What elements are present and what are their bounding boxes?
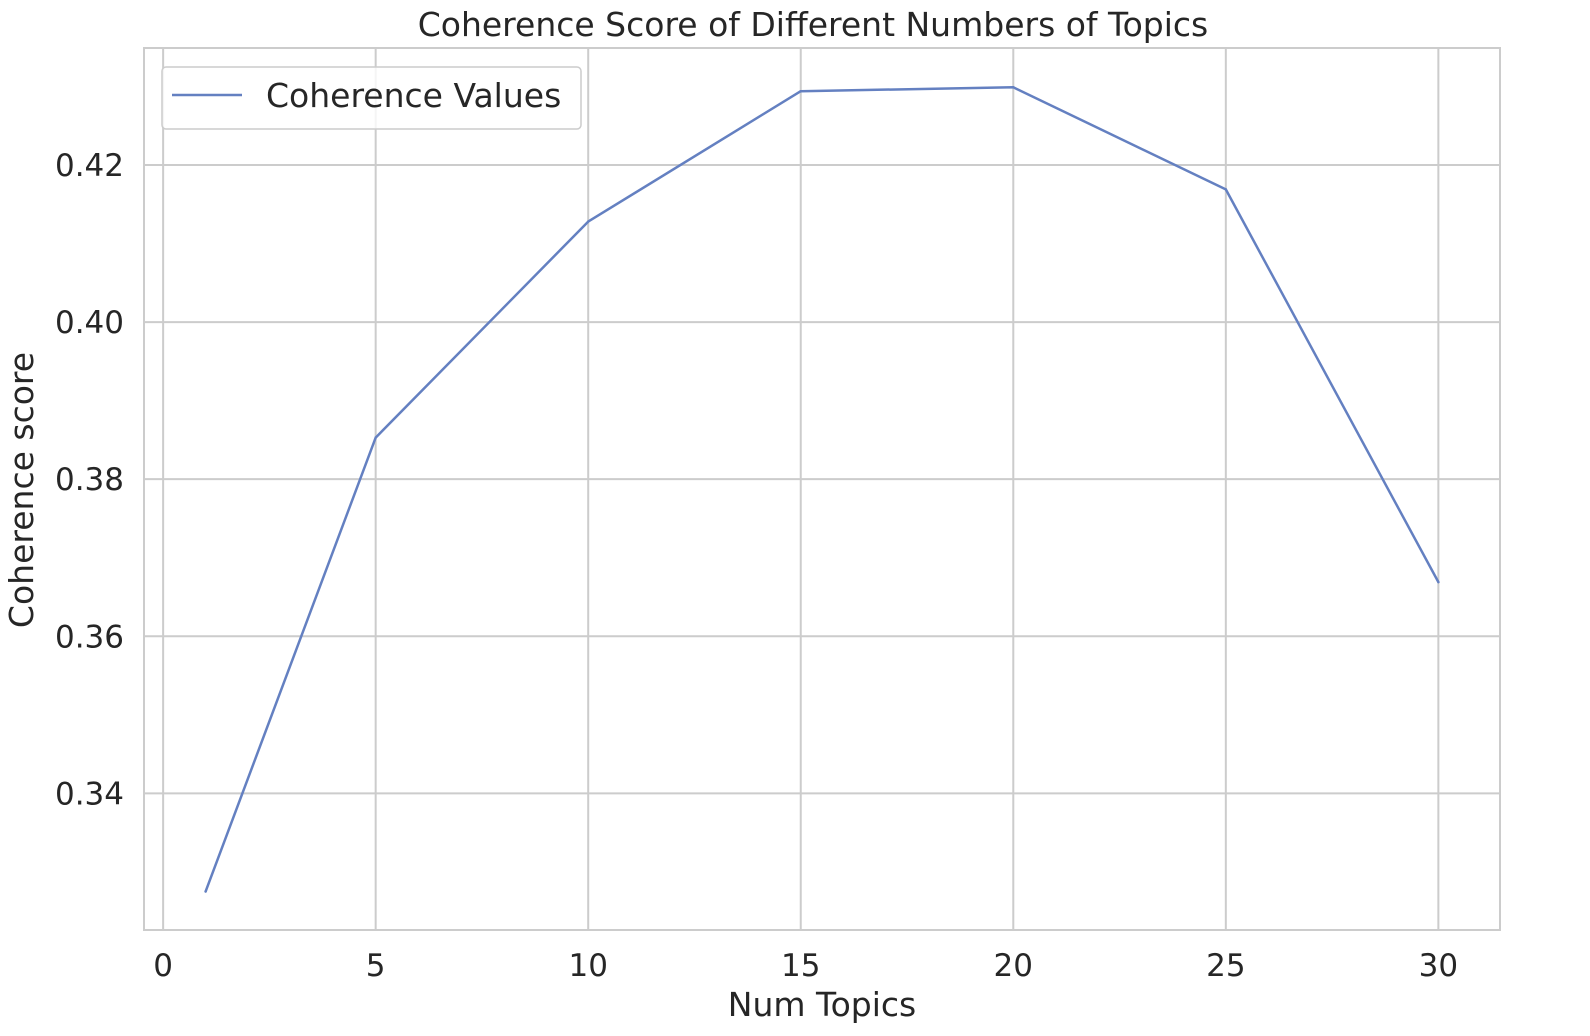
- x-tick-label: 30: [1419, 948, 1458, 984]
- legend-label: Coherence Values: [266, 76, 561, 115]
- data-point: [799, 89, 802, 93]
- x-tick-label: 25: [1206, 948, 1245, 984]
- x-tick-label: 5: [366, 948, 386, 984]
- data-point: [1437, 580, 1440, 584]
- x-tick-label: 10: [568, 948, 607, 984]
- y-tick-label: 0.40: [55, 305, 124, 341]
- x-axis-ticks: 0 5 10 15 20 25 30: [153, 948, 1458, 984]
- x-axis-label: Num Topics: [728, 985, 916, 1024]
- chart-title: Coherence Score of Different Numbers of …: [418, 5, 1209, 44]
- data-point: [587, 220, 590, 223]
- y-tick-label: 0.34: [55, 776, 124, 812]
- data-point: [204, 890, 207, 893]
- y-tick-label: 0.36: [55, 619, 124, 655]
- series-layer: [204, 86, 1440, 893]
- y-tick-label: 0.38: [55, 462, 124, 498]
- grid: [144, 48, 1500, 930]
- x-tick-label: 15: [781, 948, 820, 984]
- legend-box: [161, 66, 582, 130]
- legend: Coherence Values: [161, 66, 582, 130]
- x-tick-label: 0: [153, 948, 173, 984]
- y-axis-label: Coherence score: [2, 352, 41, 628]
- x-tick-label: 20: [994, 948, 1033, 984]
- y-axis-ticks: 0.34 0.36 0.38 0.40 0.42: [55, 148, 124, 812]
- y-tick-label: 0.42: [55, 148, 124, 184]
- data-point: [1224, 188, 1228, 191]
- plot-frame: [143, 47, 1501, 931]
- data-point: [374, 436, 377, 439]
- data-point: [1012, 86, 1015, 89]
